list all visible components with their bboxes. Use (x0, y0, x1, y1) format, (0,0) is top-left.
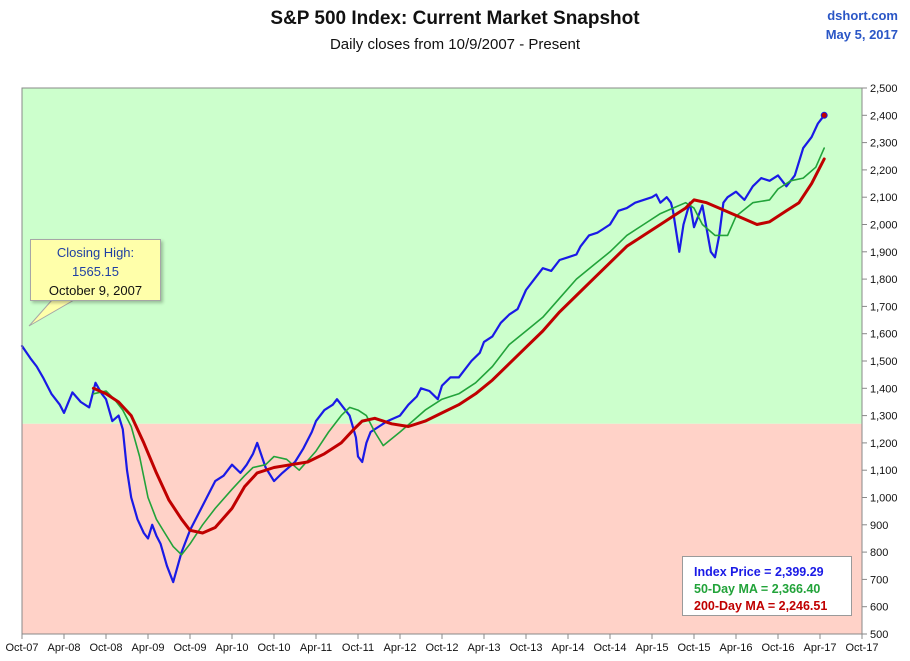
series-layer (20, 111, 828, 584)
y-tick-label: 2,000 (870, 220, 898, 232)
latest-price-marker (820, 111, 828, 119)
x-tick-label: Oct-13 (509, 642, 542, 654)
x-tick-label: Apr-12 (383, 642, 416, 654)
y-tick-label: 2,200 (870, 165, 898, 177)
x-tick-label: Oct-07 (5, 642, 38, 654)
chart-title: S&P 500 Index: Current Market Snapshot (270, 8, 640, 29)
x-tick-label: Apr-08 (47, 642, 80, 654)
x-tick-label: Oct-08 (89, 642, 122, 654)
x-tick-label: Oct-12 (425, 642, 458, 654)
y-tick-label: 800 (870, 547, 888, 559)
y-tick-label: 1,400 (870, 383, 898, 395)
y-tick-label: 1,300 (870, 411, 898, 423)
x-tick-label: Apr-13 (467, 642, 500, 654)
x-tick-label: Apr-15 (635, 642, 668, 654)
closing-high-callout: Closing High: 1565.15 October 9, 2007 (30, 239, 161, 301)
axis-layer: 500 600 700 800 900 1,000 1,100 1,200 1,300 1,400… (5, 83, 897, 654)
legend-ma200: 200-Day MA = 2,246.51 (694, 599, 828, 613)
series-ma200-line (91, 157, 826, 535)
y-tick-label: 1,700 (870, 301, 898, 313)
callout-label: Closing High: (56, 245, 135, 260)
x-tick-label: Apr-10 (215, 642, 248, 654)
y-tick-label: 500 (870, 629, 888, 641)
y-tick-label: 2,100 (870, 192, 898, 204)
y-tick-label: 1,000 (870, 493, 898, 505)
y-tick-label: 600 (870, 602, 888, 614)
x-tick-label: Oct-09 (173, 642, 206, 654)
legend-box: Index Price = 2,399.29 50-Day MA = 2,366… (682, 556, 852, 616)
chart-subtitle: Daily closes from 10/9/2007 - Present (329, 36, 581, 53)
brand-name[interactable]: dshort.com (827, 8, 898, 23)
legend-price: Index Price = 2,399.29 (694, 565, 824, 579)
x-tick-label: Apr-17 (803, 642, 836, 654)
callout-value: 1565.15 (72, 264, 119, 279)
x-tick-label: Apr-14 (551, 642, 584, 654)
x-tick-label: Apr-11 (300, 642, 332, 654)
x-tick-label: Oct-15 (677, 642, 710, 654)
y-tick-label: 2,500 (870, 83, 898, 95)
callout-date: October 9, 2007 (48, 283, 143, 298)
band-above-high (22, 88, 862, 424)
x-tick-label: Oct-10 (257, 642, 290, 654)
brand-date: May 5, 2017 (825, 27, 898, 42)
y-tick-label: 1,900 (870, 247, 898, 259)
x-tick-label: Apr-16 (719, 642, 752, 654)
x-tick-label: Oct-11 (342, 642, 374, 654)
x-tick-label: Oct-14 (593, 642, 626, 654)
x-tick-label: Oct-17 (845, 642, 878, 654)
y-tick-label: 1,800 (870, 274, 898, 286)
x-tick-label: Oct-16 (761, 642, 794, 654)
series-price-line (20, 114, 826, 584)
plot-border (21, 87, 863, 635)
y-tick-label: 1,500 (870, 356, 898, 368)
y-tick-label: 1,600 (870, 329, 898, 341)
legend-ma50: 50-Day MA = 2,366.40 (694, 582, 821, 596)
y-tick-label: 2,400 (870, 110, 898, 122)
y-tick-label: 2,300 (870, 138, 898, 150)
y-tick-label: 900 (870, 520, 888, 532)
y-tick-label: 1,200 (870, 438, 898, 450)
x-tick-label: Apr-09 (131, 642, 164, 654)
brand-block: dshort.com May 5, 2017 (826, 6, 898, 44)
y-tick-label: 700 (870, 574, 888, 586)
y-tick-label: 1,100 (870, 465, 898, 477)
